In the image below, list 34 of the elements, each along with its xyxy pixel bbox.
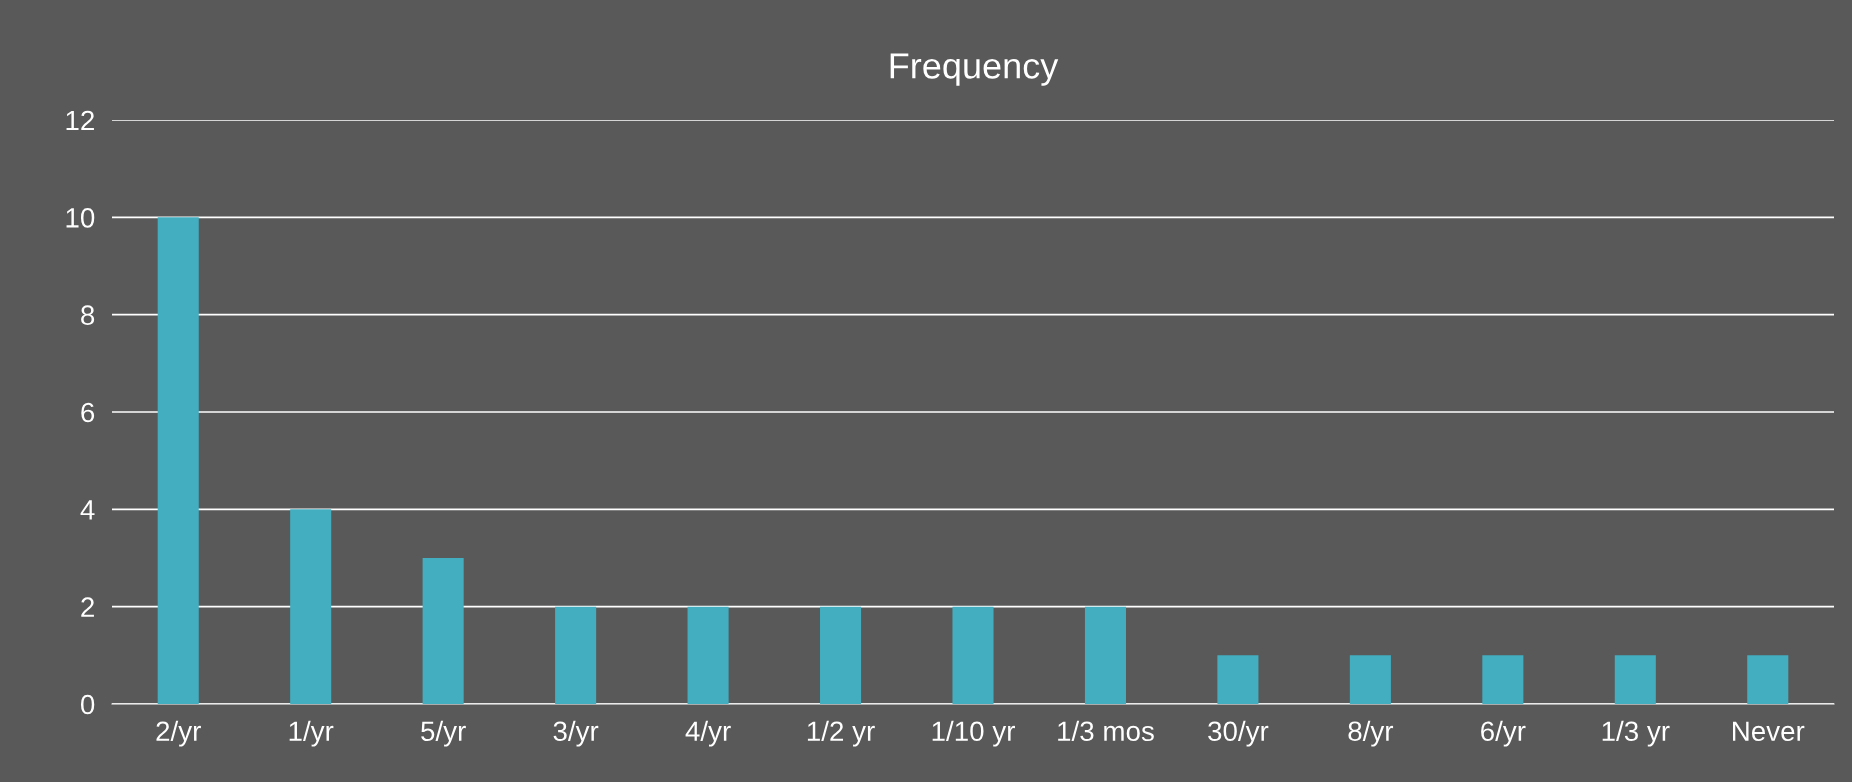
- y-tick-label: 12: [66, 110, 94, 131]
- x-tick-label: 1/yr: [289, 720, 334, 747]
- x-tick-label: 1/3 mos: [1058, 720, 1154, 742]
- x-tick-label: 4/yr: [685, 720, 731, 747]
- y-tick-label: 6: [81, 402, 95, 423]
- x-tick-label: 6/yr: [1481, 720, 1526, 747]
- bar: [1614, 655, 1656, 704]
- bar: [1217, 655, 1259, 704]
- x-tick-label: 3/yr: [553, 720, 599, 747]
- bar: [1482, 655, 1524, 704]
- bar: [820, 606, 862, 704]
- x-tick-label: 1/3 yr: [1602, 720, 1670, 747]
- x-tick-label: 8/yr: [1348, 720, 1394, 747]
- x-tick-label: 1/2 yr: [807, 720, 875, 747]
- bar: [422, 558, 464, 704]
- x-tick-label: 5/yr: [421, 720, 466, 747]
- x-tick-label: 30/yr: [1208, 720, 1269, 747]
- bar: [1084, 606, 1126, 704]
- y-tick-label: 2: [81, 597, 94, 617]
- bar: [1349, 655, 1391, 704]
- bar: [952, 606, 994, 704]
- y-tick-label: 8: [81, 305, 95, 326]
- x-tick-label: 1/10 yr: [932, 720, 1015, 747]
- y-tick-label: 4: [80, 500, 95, 520]
- y-tick-label: 10: [66, 208, 95, 228]
- bar: [687, 606, 729, 704]
- bar: [157, 217, 199, 704]
- bar: [290, 509, 332, 704]
- bar: [1747, 655, 1789, 704]
- bar: [555, 606, 597, 704]
- chart-title: Frequency: [890, 53, 1059, 86]
- x-tick-label: 2/yr: [156, 720, 201, 747]
- x-tick-label: Never: [1733, 721, 1805, 742]
- y-tick-label: 0: [80, 694, 95, 715]
